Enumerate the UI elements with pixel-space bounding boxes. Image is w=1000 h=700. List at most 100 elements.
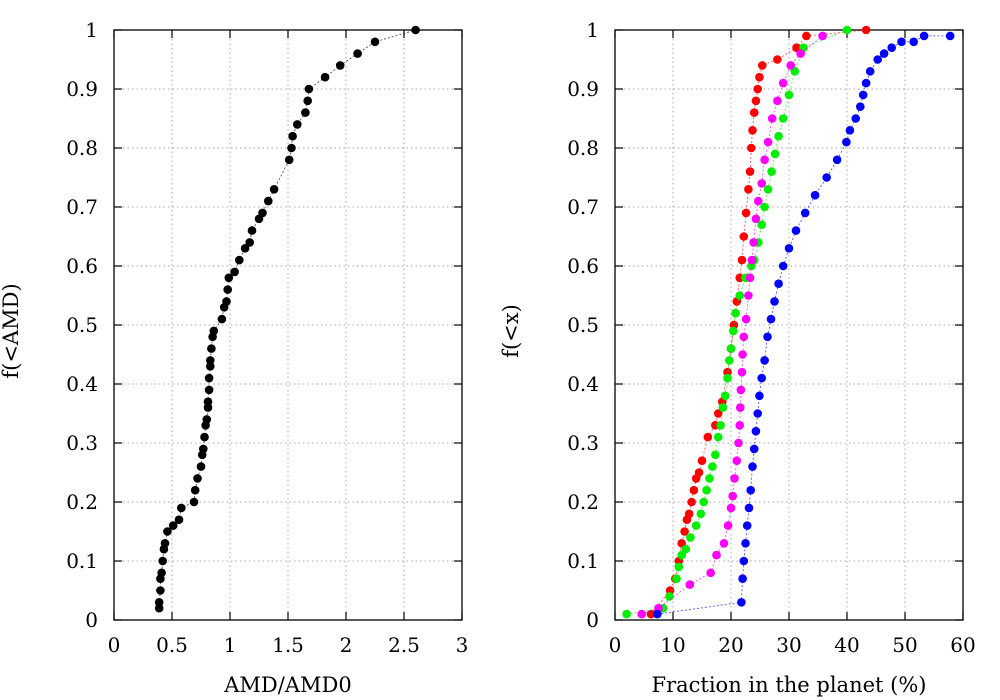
data-point [734, 438, 743, 448]
series-line [641, 35, 823, 615]
data-point [190, 485, 200, 495]
data-point [653, 609, 662, 619]
y-tick-label: 0.3 [66, 431, 98, 455]
data-point [730, 474, 739, 483]
data-point [755, 391, 764, 401]
data-point [719, 539, 729, 548]
data-point [411, 25, 420, 35]
data-point [691, 521, 701, 530]
data-point [287, 143, 296, 153]
x-tick-label: 30 [776, 633, 801, 657]
data-point [224, 273, 234, 283]
data-point [784, 244, 794, 253]
data-point [160, 539, 170, 548]
data-point [760, 356, 769, 365]
data-point [158, 556, 167, 566]
y-tick-label: 0.3 [567, 431, 599, 455]
y-tick-label: 0.5 [567, 313, 599, 337]
data-point [718, 403, 728, 412]
data-point [897, 37, 906, 47]
data-point [206, 356, 215, 365]
data-point [741, 539, 750, 548]
data-point [154, 598, 164, 607]
data-point [156, 586, 165, 595]
right-chart-panel: 00.10.20.30.40.50.60.70.80.910 10 20 30 40 50… [499, 18, 976, 697]
data-point [174, 515, 184, 524]
x-tick-label: 50 [892, 633, 917, 657]
data-point [264, 196, 273, 206]
data-point [196, 462, 206, 471]
data-point [702, 485, 711, 495]
data-point [203, 403, 213, 412]
y-tick-label: 0.5 [66, 313, 98, 337]
data-point [749, 108, 759, 117]
data-point [723, 373, 732, 383]
grid-lines [615, 30, 963, 620]
data-point [703, 432, 713, 442]
data-point [284, 155, 294, 165]
data-point [694, 468, 704, 477]
data-point [223, 285, 232, 294]
data-point [696, 509, 706, 519]
data-point [754, 196, 763, 206]
series-2 [637, 31, 827, 619]
series-line [158, 29, 416, 609]
data-point [861, 25, 871, 35]
data-point [157, 568, 166, 578]
data-point [713, 432, 723, 442]
data-point [774, 279, 783, 289]
data-point [786, 61, 795, 70]
data-point [335, 61, 345, 70]
data-point [217, 314, 227, 324]
data-point [723, 367, 732, 377]
data-point [778, 114, 788, 123]
data-point [873, 55, 882, 64]
data-point [301, 108, 310, 117]
data-point [687, 497, 696, 507]
data-point [763, 185, 773, 194]
data-point [193, 474, 202, 483]
data-point [736, 385, 746, 395]
data-point [822, 173, 831, 182]
axis-ticks [614, 29, 964, 621]
data-point [865, 67, 875, 76]
data-point [753, 84, 762, 94]
x-tick-label: 20 [718, 633, 743, 657]
data-point [708, 462, 717, 471]
series-0 [646, 25, 871, 619]
data-point [637, 609, 646, 619]
plot-frame [113, 29, 463, 621]
y-tick-label: 0.8 [66, 136, 98, 160]
data-point [770, 149, 780, 159]
y-tick-label: 0.2 [567, 490, 599, 514]
data-point [766, 314, 776, 324]
data-point [240, 244, 250, 253]
data-point [742, 521, 752, 530]
data-point [909, 37, 918, 47]
y-tick-label: 0.7 [66, 195, 98, 219]
data-point [778, 261, 788, 271]
data-point [747, 255, 757, 265]
y-tick-label: 0.6 [567, 254, 599, 278]
data-point [745, 273, 755, 283]
data-point [209, 326, 219, 336]
data-point [738, 350, 747, 359]
data-point [737, 598, 746, 607]
data-point [726, 503, 736, 513]
data-point [774, 131, 783, 141]
data-point [757, 179, 766, 188]
data-point [222, 297, 231, 306]
data-point [739, 232, 749, 241]
data-point [748, 462, 757, 471]
data-point [741, 208, 751, 218]
data-point [757, 220, 766, 229]
data-point [697, 456, 707, 466]
series-line [650, 29, 867, 615]
series-1 [622, 25, 852, 619]
x-tick-label: 60 [950, 633, 975, 657]
x-axis-label: AMD/AMD0 [223, 673, 351, 697]
data-point [711, 450, 720, 460]
data-point [845, 126, 855, 135]
data-point [749, 238, 758, 247]
